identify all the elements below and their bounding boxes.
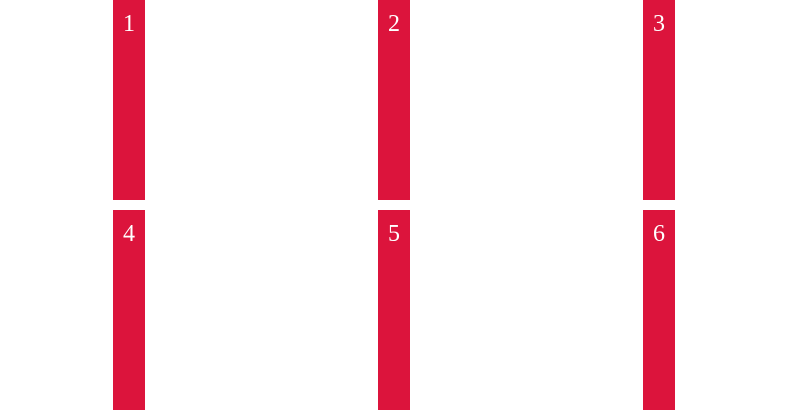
grid-cell-2: 2: [265, 0, 530, 200]
grid-cell-6: 6: [530, 210, 795, 410]
block-4: 4: [113, 210, 145, 410]
block-1: 1: [113, 0, 145, 200]
grid-cell-1: 1: [0, 0, 265, 200]
block-2: 2: [378, 0, 410, 200]
block-3: 3: [643, 0, 675, 200]
grid-cell-5: 5: [265, 210, 530, 410]
block-6: 6: [643, 210, 675, 410]
grid-cell-3: 3: [530, 0, 795, 200]
grid-cell-4: 4: [0, 210, 265, 410]
block-5: 5: [378, 210, 410, 410]
